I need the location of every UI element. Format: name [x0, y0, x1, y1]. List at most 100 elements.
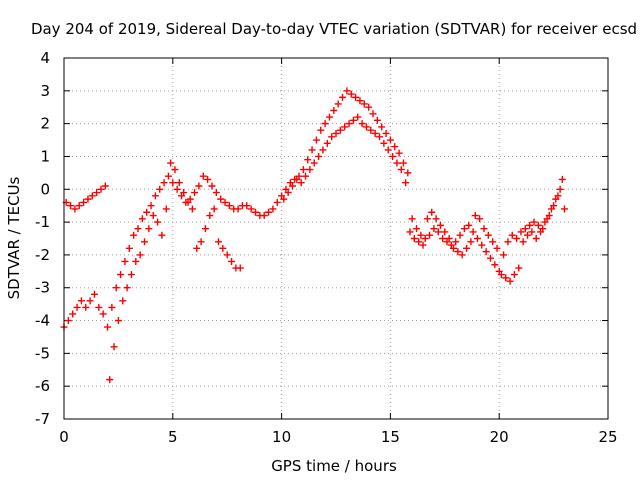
data-point [554, 192, 562, 200]
data-point [336, 126, 344, 134]
data-point [523, 231, 531, 239]
data-point [247, 205, 255, 213]
data-point [82, 303, 90, 311]
data-point [356, 97, 364, 105]
y-tick-label: 4 [40, 49, 50, 67]
data-point [221, 198, 229, 206]
data-point [308, 146, 316, 154]
data-point [482, 248, 490, 256]
data-point [406, 228, 414, 236]
data-point [167, 159, 175, 167]
data-point [219, 244, 227, 252]
data-point [480, 225, 488, 233]
data-point [345, 120, 353, 128]
data-point [404, 169, 412, 177]
data-point [465, 221, 473, 229]
data-point [101, 182, 109, 190]
x-tick-label: 0 [59, 428, 69, 446]
data-point [517, 228, 525, 236]
data-point [123, 284, 131, 292]
data-point [162, 205, 170, 213]
data-point [134, 225, 142, 233]
data-point [332, 129, 340, 137]
data-point [310, 159, 318, 167]
data-point [330, 107, 338, 115]
data-point [456, 231, 464, 239]
x-tick-label: 10 [272, 428, 291, 446]
data-point [452, 238, 460, 246]
data-point [519, 238, 527, 246]
data-point [180, 189, 188, 197]
data-point [173, 185, 181, 193]
data-point [114, 317, 122, 325]
data-point [206, 212, 214, 220]
data-point [145, 225, 153, 233]
y-tick-label: 2 [40, 115, 50, 133]
data-point [378, 123, 386, 131]
y-tick-label: -7 [35, 410, 50, 428]
data-point [210, 205, 218, 213]
data-point [315, 152, 323, 160]
x-tick-label: 25 [598, 428, 617, 446]
data-point [143, 208, 151, 216]
y-tick-label: -5 [35, 344, 50, 362]
data-point [436, 221, 444, 229]
y-tick-label: 1 [40, 147, 50, 165]
data-point [214, 238, 222, 246]
data-point [484, 231, 492, 239]
data-point [473, 235, 481, 242]
data-point [175, 179, 183, 187]
data-point [280, 195, 288, 203]
y-tick-label: -4 [35, 312, 50, 330]
data-point [471, 212, 479, 220]
data-point [413, 225, 421, 233]
data-point [184, 198, 192, 206]
data-point [463, 244, 471, 252]
data-point [236, 264, 244, 272]
chart-title: Day 204 of 2019, Sidereal Day-to-day VTE… [31, 20, 637, 38]
data-point [393, 159, 401, 167]
data-point [530, 218, 538, 226]
data-point [415, 238, 423, 246]
data-point [502, 274, 510, 282]
data-point [112, 284, 120, 292]
data-point [339, 93, 347, 101]
data-point [426, 231, 434, 239]
data-point [125, 244, 133, 252]
data-point [119, 297, 127, 305]
data-point [341, 123, 349, 131]
data-point [228, 257, 236, 265]
data-point [506, 277, 514, 285]
data-point [432, 215, 440, 223]
data-point [365, 103, 373, 111]
data-point [158, 231, 166, 239]
data-point [515, 264, 523, 272]
data-point [90, 290, 98, 298]
data-point [243, 202, 251, 210]
data-point [104, 323, 112, 331]
data-point [297, 179, 305, 187]
data-point [136, 251, 144, 259]
grid [64, 58, 608, 419]
data-point [360, 100, 368, 108]
data-point [71, 205, 79, 213]
data-point [77, 297, 85, 305]
y-tick-label: -2 [35, 246, 50, 264]
data-point [534, 221, 542, 229]
data-points [60, 87, 568, 384]
data-point [108, 303, 116, 311]
data-point [428, 208, 436, 216]
data-point [421, 235, 429, 242]
data-point [312, 136, 320, 144]
data-point [384, 146, 392, 154]
data-point [467, 238, 475, 246]
data-point [545, 212, 553, 220]
data-point [121, 257, 129, 265]
data-point [558, 175, 566, 183]
data-point [349, 116, 357, 124]
y-tick-label: -3 [35, 279, 50, 297]
data-point [373, 116, 381, 124]
data-point [284, 189, 292, 197]
data-point [521, 225, 529, 233]
